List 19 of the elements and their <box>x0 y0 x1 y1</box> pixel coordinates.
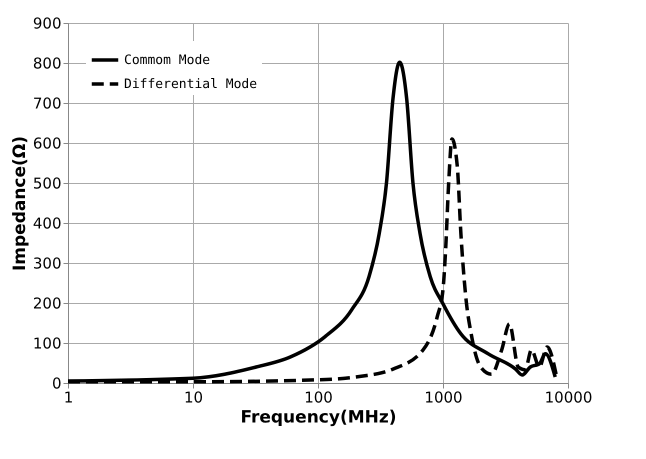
x-tick-label: 10000 <box>544 388 592 406</box>
y-tick-label: 800 <box>32 54 62 72</box>
y-axis-title: Impedance(Ω) <box>10 136 30 272</box>
y-tick-label: 200 <box>32 294 62 312</box>
x-tick-label: 100 <box>304 388 333 406</box>
y-tick-label: 900 <box>32 14 62 32</box>
y-tick-label: 400 <box>32 214 62 232</box>
y-tick-label: 700 <box>32 94 62 112</box>
y-tick-label: 500 <box>32 174 62 192</box>
legend-label: Differential Mode <box>124 77 258 92</box>
y-tick-label: 300 <box>32 254 62 272</box>
y-tick-label: 0 <box>52 374 62 392</box>
y-tick-label: 100 <box>32 334 62 352</box>
x-tick-label: 10 <box>184 388 204 406</box>
x-tick-label: 1 <box>64 388 74 406</box>
y-tick-label: 600 <box>32 134 62 152</box>
legend-label: Commom Mode <box>124 53 210 68</box>
x-tick-label: 1000 <box>424 388 463 406</box>
x-axis-title: Frequency(MHz) <box>240 408 397 428</box>
